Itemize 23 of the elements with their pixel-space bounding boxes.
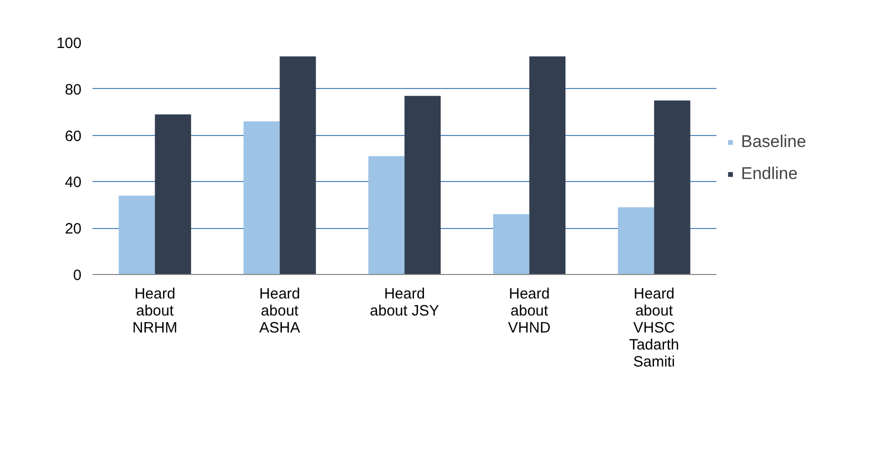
x-tick-label: Heard about VHSC Tadarth Samiti	[629, 286, 680, 370]
bar	[618, 207, 654, 274]
bar	[154, 114, 192, 274]
bar	[529, 56, 566, 274]
legend-label: Endline	[741, 164, 798, 184]
x-tick-label: Heard about NRHM	[132, 286, 178, 336]
x-tick-label: Heard about ASHA	[259, 286, 300, 336]
x-tick-label: Heard about VHND	[508, 286, 551, 336]
bar	[654, 100, 690, 274]
x-tick-label: Heard about JSY	[370, 286, 440, 320]
legend-label: Baseline	[741, 132, 806, 152]
bar	[404, 96, 441, 274]
bar	[244, 121, 280, 274]
y-tick-label: 60	[64, 128, 82, 145]
bar	[493, 214, 530, 274]
y-tick-label: 40	[64, 174, 82, 192]
y-tick-label: 20	[64, 220, 82, 238]
y-tick-label: 80	[64, 81, 82, 98]
bar	[368, 156, 404, 274]
y-tick-label: 0	[73, 267, 82, 284]
bar	[118, 196, 155, 274]
y-tick-label: 100	[56, 35, 82, 52]
bar	[280, 56, 316, 274]
